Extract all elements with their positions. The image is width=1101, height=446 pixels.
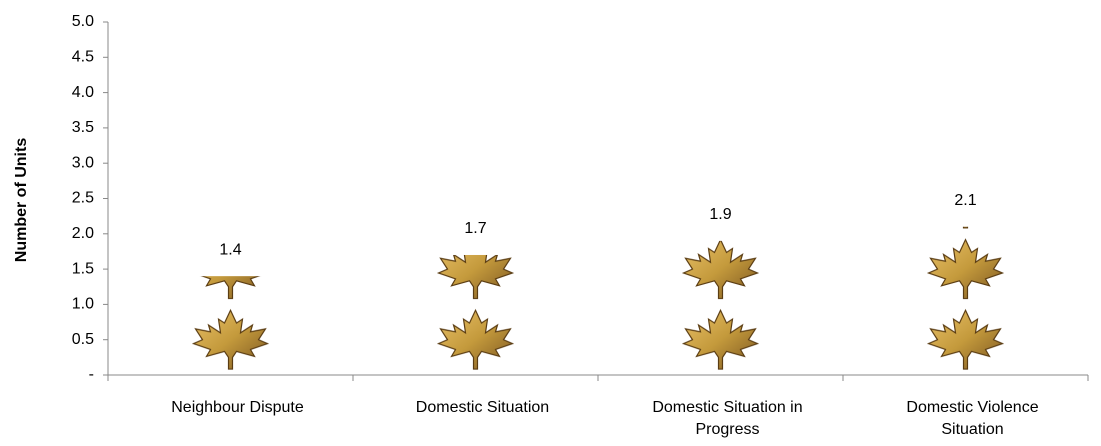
y-tick-label: 2.0: [72, 225, 94, 242]
y-tick-label: 1.5: [72, 260, 94, 277]
y-tick-label: 4.5: [72, 49, 94, 66]
x-tick-label: Domestic Situation in Progress: [652, 399, 803, 438]
value-label: 1.9: [709, 206, 731, 223]
y-tick-label: 3.0: [72, 154, 94, 171]
y-axis-title: Number of Units: [13, 138, 30, 263]
y-tick-label: -: [89, 366, 94, 383]
y-tick-label: 3.5: [72, 119, 94, 136]
y-tick-label: 4.0: [72, 84, 94, 101]
y-tick-label: 2.5: [72, 190, 94, 207]
y-tick-label: 0.5: [72, 331, 94, 348]
bar: [185, 276, 276, 375]
value-label: 1.4: [219, 241, 241, 258]
y-tick-label: 5.0: [72, 13, 94, 30]
x-tick-label: Domestic Violence Situation: [906, 399, 1039, 438]
value-label: 1.7: [464, 220, 486, 237]
bar: [675, 240, 766, 375]
bar: [430, 254, 521, 375]
x-tick-label: Neighbour Dispute: [171, 399, 304, 416]
value-label: 2.1: [954, 192, 976, 209]
bar: [920, 226, 1011, 375]
x-tick-label: Domestic Situation: [415, 399, 550, 416]
y-tick-label: 1.0: [72, 296, 94, 313]
